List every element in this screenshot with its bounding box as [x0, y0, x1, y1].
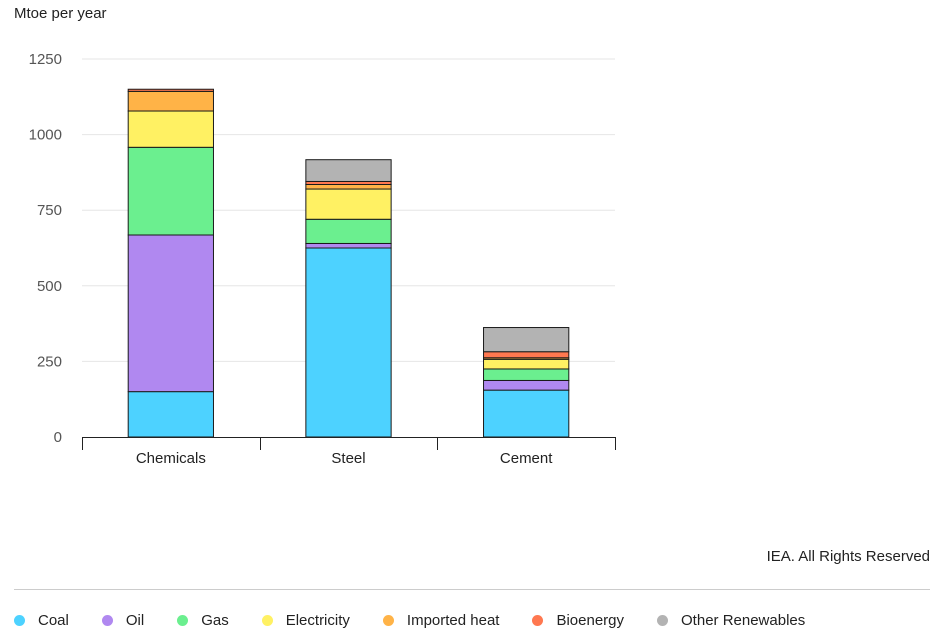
- legend-item[interactable]: Bioenergy: [532, 612, 624, 629]
- credit-text: IEA. All Rights Reserved: [766, 548, 930, 565]
- bar-segment: [305, 218, 392, 244]
- legend-item[interactable]: Imported heat: [382, 612, 500, 629]
- bar-segment: [483, 351, 570, 359]
- y-tick-label: 500: [37, 278, 62, 295]
- legend-swatch-icon: [177, 615, 189, 626]
- chart-plot-area: 0 250 500 750 1000 1250 Chemicals Steel Cement: [29, 51, 616, 467]
- legend-swatch-icon: [657, 615, 669, 626]
- legend-swatch-icon: [532, 615, 544, 626]
- y-tick-label: 1000: [29, 127, 62, 144]
- legend-label: Other Renewables: [681, 612, 806, 629]
- y-tick-label: 1250: [29, 51, 62, 68]
- bar-segment: [305, 247, 392, 438]
- bar-segment: [483, 389, 570, 438]
- bar-segment: [127, 146, 214, 236]
- bar-segment: [127, 391, 214, 438]
- bar-segment: [305, 183, 392, 190]
- legend-item[interactable]: Oil: [101, 612, 145, 629]
- bar-segment: [305, 188, 392, 220]
- bar-segment: [483, 327, 570, 353]
- legend-label: Oil: [125, 612, 145, 629]
- legend-swatch-icon: [261, 615, 273, 626]
- bar-segment: [305, 159, 392, 182]
- bar-segment: [483, 358, 570, 370]
- bar-segment: [127, 110, 214, 148]
- legend-item[interactable]: Other Renewables: [657, 612, 805, 629]
- x-category-label: Steel: [331, 450, 365, 467]
- legend-label: Coal: [38, 612, 69, 629]
- legend-item[interactable]: Electricity: [261, 612, 350, 629]
- x-category-label: Cement: [500, 450, 553, 467]
- bar-segment: [127, 234, 214, 393]
- legend-item[interactable]: Coal: [14, 612, 69, 629]
- legend-label: Electricity: [285, 612, 350, 629]
- legend-swatch-icon: [14, 615, 25, 626]
- legend-label: Imported heat: [406, 612, 500, 629]
- legend-swatch-icon: [382, 615, 394, 626]
- y-tick-label: 0: [54, 429, 62, 446]
- y-tick-label: 750: [37, 202, 62, 219]
- legend-item[interactable]: Gas: [177, 612, 229, 629]
- bar-segment: [305, 242, 392, 249]
- bar-segment: [127, 90, 214, 112]
- legend-swatch-icon: [101, 615, 113, 626]
- chart-legend: Coal Oil Gas Electricity Imported heat Bioene…: [14, 612, 838, 629]
- legend-label: Gas: [201, 612, 229, 629]
- x-category-label: Chemicals: [136, 450, 206, 467]
- legend-label: Bioenergy: [556, 612, 625, 629]
- y-axis-title: Mtoe per year: [14, 5, 107, 22]
- bar-segment: [127, 88, 214, 92]
- bar-segment: [483, 379, 570, 391]
- bar-segment: [483, 368, 570, 381]
- y-tick-label: 250: [37, 353, 62, 370]
- footer-divider: [14, 589, 930, 590]
